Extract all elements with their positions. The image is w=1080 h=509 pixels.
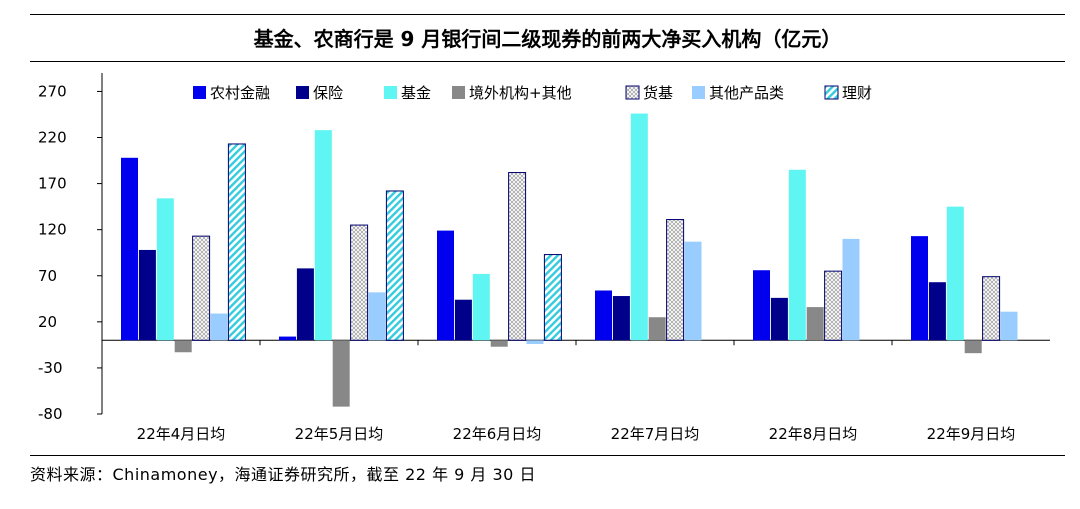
legend-swatch [193,86,206,99]
legend-label: 境外机构+其他 [469,84,572,102]
bar-0-5 [911,236,928,341]
bar-3-5 [964,340,982,354]
legend-label: 货基 [643,84,673,102]
bar-0-3 [595,290,612,341]
x-tick-label: 22年9月日均 [927,425,1016,443]
bar-3-1 [332,340,350,407]
y-tick-label: 20 [38,313,57,331]
bar-5-5 [1000,311,1018,341]
bar-2-3 [630,113,648,341]
x-tick-label: 22年6月日均 [453,425,542,443]
bar-3-2 [490,340,508,347]
legend-swatch [452,86,465,99]
bar-6-0 [227,143,246,341]
bar-1-4 [770,297,788,341]
bar-5-0 [210,313,228,341]
bar-5-2 [526,340,544,344]
x-tick-label: 22年8月日均 [769,425,858,443]
chart-title: 基金、农商行是 9 月银行间二级现券的前两大净买入机构（亿元） [253,27,842,51]
legend-swatch [296,86,309,99]
bar-2-2 [472,273,490,341]
legend-swatch [692,86,705,99]
bar-1-5 [928,282,946,341]
bottom-rule [30,455,1065,456]
legend-label: 其他产品类 [709,84,784,102]
axis-layer: 270 220 170 120 70 20 -30 -80 22年4月日均 22年5月日均 22年6… [38,73,1050,443]
bar-5-3 [684,241,702,341]
top-rule [30,14,1065,15]
y-tick-label: 270 [38,82,67,100]
bar-1-3 [612,296,630,341]
bar-2-4 [788,169,806,341]
legend-label: 理财 [842,84,872,102]
y-tick-label: -30 [38,359,63,377]
bar-chart: 270 220 170 120 70 20 -30 -80 22年4月日均 22年5月日均 22年6… [38,73,1050,443]
bar-4-4 [824,270,843,341]
bar-2-1 [314,130,332,341]
bar-3-3 [648,317,666,341]
bar-5-4 [842,238,860,341]
bar-0-1 [279,336,296,341]
bar-4-2 [508,172,527,341]
legend-swatch [824,85,839,100]
legend: 农村金融 保险 基金 境外机构+其他 货基 其他产品类 理财 [193,84,872,102]
bar-0-2 [437,230,454,341]
bar-4-1 [350,224,369,341]
bar-4-0 [192,235,211,341]
bar-6-2 [543,254,562,341]
bar-0-4 [753,270,770,341]
bar-4-5 [982,276,1001,341]
legend-label: 基金 [401,84,431,102]
x-tick-label: 22年5月日均 [295,425,384,443]
bar-4-3 [666,219,685,341]
legend-label: 农村金融 [210,84,270,102]
bars-layer [121,113,1018,407]
bar-1-1 [296,268,314,341]
y-tick-label: 170 [38,175,67,193]
title-rule [30,61,1065,62]
bar-6-1 [385,190,404,341]
bar-1-0 [138,249,156,341]
bar-3-4 [806,307,824,341]
bar-3-0 [174,340,192,353]
legend-label: 保险 [313,84,343,102]
x-tick-label: 22年4月日均 [137,425,226,443]
bar-1-2 [454,299,472,341]
bar-0-0 [121,157,138,341]
x-tick-label: 22年7月日均 [611,425,700,443]
source-note: 资料来源：Chinamoney，海通证券研究所，截至 22 年 9 月 30 日 [30,465,536,484]
y-tick-label: 70 [38,267,57,285]
bar-5-1 [368,292,386,341]
y-tick-label: 220 [38,129,67,147]
y-tick-label: 120 [38,221,67,239]
y-tick-label: -80 [38,405,63,423]
bar-2-0 [156,198,174,341]
bar-2-5 [946,206,964,341]
legend-swatch [384,86,397,99]
legend-swatch [625,85,640,100]
